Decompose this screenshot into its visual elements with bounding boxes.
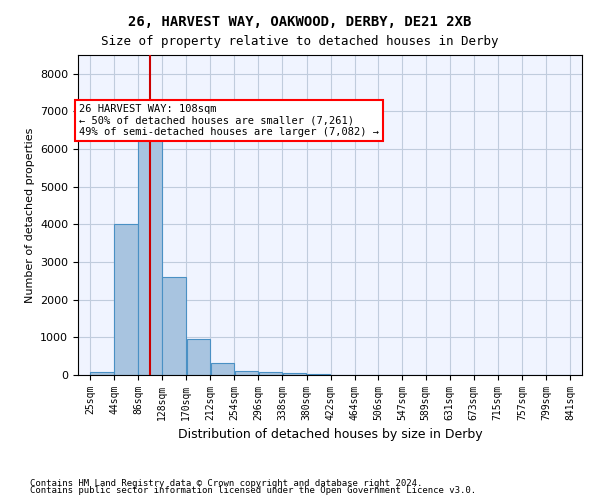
Text: Contains HM Land Registry data © Crown copyright and database right 2024.: Contains HM Land Registry data © Crown c…: [30, 478, 422, 488]
Bar: [211, 362, 234, 375]
Text: 26, HARVEST WAY, OAKWOOD, DERBY, DE21 2XB: 26, HARVEST WAY, OAKWOOD, DERBY, DE21 2X…: [128, 15, 472, 29]
Text: 26 HARVEST WAY: 108sqm
← 50% of detached houses are smaller (7,261)
49% of semi-: 26 HARVEST WAY: 108sqm ← 50% of detached…: [79, 104, 379, 137]
X-axis label: Distribution of detached houses by size in Derby: Distribution of detached houses by size …: [178, 428, 482, 442]
Bar: [259, 372, 282, 375]
Bar: [283, 372, 306, 375]
Bar: [115, 224, 138, 375]
Text: Contains public sector information licensed under the Open Government Licence v3: Contains public sector information licen…: [30, 486, 476, 495]
Bar: [307, 374, 330, 375]
Y-axis label: Number of detached properties: Number of detached properties: [25, 128, 35, 302]
Bar: [235, 371, 258, 375]
Bar: [91, 372, 114, 375]
Bar: [163, 277, 186, 375]
Bar: [139, 126, 162, 375]
Text: Size of property relative to detached houses in Derby: Size of property relative to detached ho…: [101, 35, 499, 48]
Bar: [187, 339, 210, 375]
